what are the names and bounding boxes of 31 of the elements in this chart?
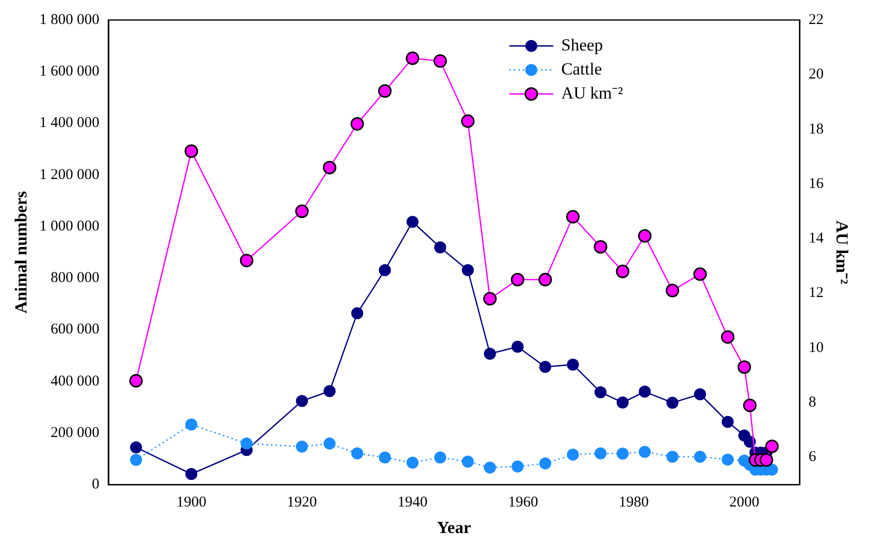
y2-tick-label: 6 <box>808 449 817 466</box>
y-tick-label: 1 000 000 <box>39 218 100 234</box>
y2-tick-label: 20 <box>808 66 824 83</box>
x-tick-label: 1920 <box>286 494 317 511</box>
y-tick-label: 800 000 <box>50 270 100 286</box>
y-tick-label: 1 800 000 <box>39 12 100 28</box>
x-tick-label: 1940 <box>398 494 428 511</box>
y-tick-label: 1 200 000 <box>39 166 100 183</box>
x-tick-label: 2000 <box>729 494 760 511</box>
y-tick-label: 1 600 000 <box>39 64 100 80</box>
legend-label: Sheep <box>561 35 603 54</box>
y2-axis-title: AU km⁻² <box>832 220 852 284</box>
y2-tick-label: 16 <box>808 176 824 192</box>
x-axis-title: Year <box>437 518 472 538</box>
y-tick-label: 1 400 000 <box>39 115 100 132</box>
x-tick-label: 1980 <box>618 494 649 511</box>
y2-tick-label: 10 <box>808 340 824 356</box>
y2-tick-label: 12 <box>808 285 824 302</box>
y-tick-label: 400 000 <box>50 373 100 390</box>
legend-label: AU km⁻² <box>561 83 623 102</box>
y-tick-label: 600 000 <box>50 322 100 338</box>
y2-tick-label: 22 <box>808 12 824 28</box>
y-axis-title: Animal numbers <box>12 190 31 314</box>
y-tick-label: 200 000 <box>50 424 100 441</box>
x-tick-label: 1960 <box>508 494 538 511</box>
x-tick-label: 1900 <box>176 494 206 511</box>
y2-tick-label: 18 <box>808 121 824 138</box>
legend-label: Cattle <box>561 59 602 78</box>
y2-tick-label: 14 <box>808 230 824 247</box>
y2-tick-label: 8 <box>808 394 816 411</box>
y-tick-label: 0 <box>92 476 100 493</box>
